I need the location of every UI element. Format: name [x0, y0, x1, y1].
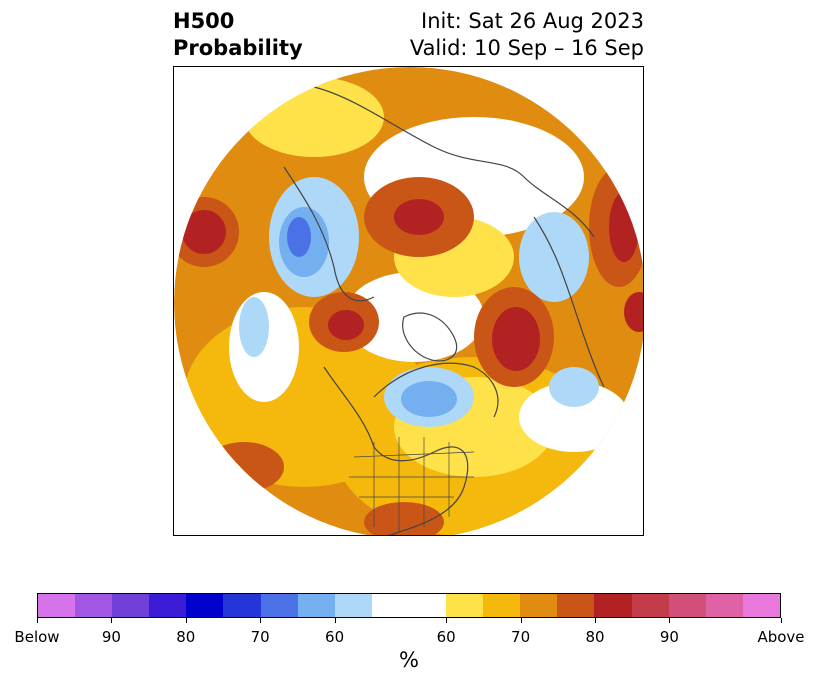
colorbar-tick-mark — [520, 618, 522, 623]
colorbar-tick-mark — [111, 618, 113, 623]
forecast-dates: Init: Sat 26 Aug 2023 Valid: 10 Sep – 16… — [410, 8, 644, 62]
colorbar-swatch — [446, 594, 484, 617]
colorbar-swatch — [594, 594, 632, 617]
colorbar-swatch — [557, 594, 595, 617]
colorbar-swatch — [38, 594, 76, 617]
below-region — [287, 217, 311, 257]
colorbar-tick-label: Above — [757, 628, 805, 646]
below-region — [401, 381, 457, 417]
probability-field — [174, 67, 643, 535]
colorbar-label: % — [399, 648, 419, 672]
colorbar — [37, 593, 781, 618]
colorbar-tick-label: Below — [14, 628, 60, 646]
colorbar-swatch — [186, 594, 224, 617]
colorbar-swatch — [149, 594, 187, 617]
colorbar-swatch — [112, 594, 150, 617]
colorbar-swatch — [631, 594, 669, 617]
colorbar-swatch — [705, 594, 743, 617]
colorbar-tick-mark — [669, 618, 671, 623]
init-date: Init: Sat 26 Aug 2023 — [421, 9, 644, 33]
below-region — [239, 297, 269, 357]
colorbar-swatch — [668, 594, 706, 617]
colorbar-tick-mark — [595, 618, 596, 623]
above-region — [624, 292, 643, 332]
above-region — [204, 442, 284, 492]
colorbar-tick-label: 70 — [511, 628, 531, 646]
colorbar-swatch — [75, 594, 113, 617]
colorbar-tick-mark — [334, 618, 336, 623]
below-region — [549, 367, 599, 407]
colorbar-tick-label: 60 — [436, 628, 456, 646]
above-region — [492, 307, 540, 371]
above-region — [328, 310, 364, 340]
state-borders — [349, 437, 475, 532]
above-region — [394, 199, 444, 235]
map-title: H500 Probability — [173, 8, 303, 62]
above-region — [609, 192, 639, 262]
colorbar-tick-label: 70 — [250, 628, 270, 646]
colorbar-swatch — [520, 594, 558, 617]
colorbar-swatch — [483, 594, 521, 617]
colorbar-tick-mark — [260, 618, 262, 623]
colorbar-tick-label: 90 — [101, 628, 121, 646]
neutral-region — [519, 382, 629, 452]
colorbar-swatch — [297, 594, 335, 617]
colorbar-tick-mark — [37, 618, 38, 623]
colorbar-tick-label: 80 — [585, 628, 605, 646]
colorbar-swatch — [260, 594, 298, 617]
colorbar-tick-mark — [185, 618, 187, 623]
polar-map — [173, 66, 644, 536]
title-line-1: H500 — [173, 9, 235, 33]
above-region — [244, 77, 384, 157]
colorbar-tick-label: 80 — [176, 628, 196, 646]
coastlines — [283, 86, 605, 535]
title-line-2: Probability — [173, 36, 303, 60]
colorbar-tick-mark — [446, 618, 448, 623]
polar-map-svg — [174, 67, 643, 535]
colorbar-swatch — [223, 594, 261, 617]
colorbar-tick-label: 60 — [325, 628, 345, 646]
below-region — [519, 212, 589, 302]
colorbar-swatch — [371, 594, 447, 617]
above-region — [182, 210, 226, 254]
colorbar-swatch — [742, 594, 780, 617]
colorbar-tick-label: 90 — [659, 628, 679, 646]
colorbar-tick-mark — [781, 618, 782, 623]
colorbar-swatch — [334, 594, 372, 617]
valid-date: Valid: 10 Sep – 16 Sep — [409, 36, 644, 60]
